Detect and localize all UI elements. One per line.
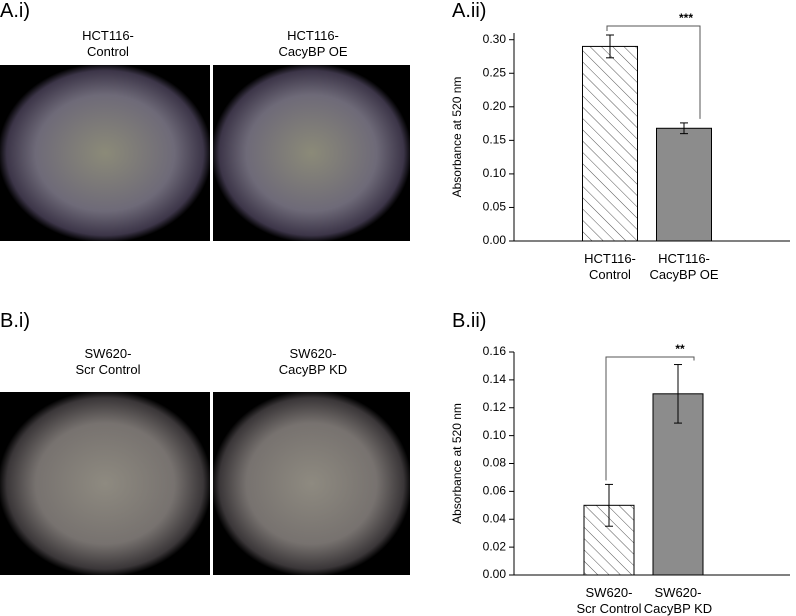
y-axis-label: Absorbance at 520 nm (450, 77, 464, 198)
micrograph (0, 65, 210, 241)
chart-title: A.ii) (452, 0, 487, 22)
significance-bracket (606, 25, 701, 119)
y-tick-label: 0.25 (483, 65, 507, 79)
y-tick-label: 0.15 (483, 133, 507, 147)
significance-label: *** (679, 11, 693, 25)
bar (652, 393, 704, 576)
panel-label: A.i) (0, 0, 30, 22)
x-tick-label: SW620- CacyBP KD (643, 585, 713, 616)
y-tick-label: 0.02 (483, 539, 507, 553)
y-tick-label: 0.30 (483, 32, 507, 46)
panel-label: B.i) (0, 310, 30, 332)
micrograph (0, 392, 210, 575)
image-caption: SW620- Scr Control (75, 346, 141, 377)
bar (656, 127, 712, 242)
y-tick-label: 0.00 (483, 567, 507, 581)
x-tick-label: HCT116- CacyBP OE (649, 251, 719, 282)
y-tick-label: 0.20 (483, 99, 507, 113)
bar (582, 45, 638, 242)
significance-label: ** (675, 342, 685, 356)
micrograph (213, 392, 410, 575)
y-tick-label: 0.08 (483, 456, 507, 470)
y-tick-label: 0.14 (483, 372, 507, 386)
y-tick-label: 0.00 (483, 233, 507, 247)
y-tick-label: 0.06 (483, 484, 507, 498)
micrograph (213, 65, 410, 241)
image-caption: SW620- CacyBP KD (278, 346, 348, 377)
y-tick-label: 0.04 (483, 511, 507, 525)
image-caption: HCT116- Control (82, 28, 134, 59)
significance-bracket (605, 356, 695, 481)
x-tick-label: SW620- Scr Control (576, 585, 642, 616)
chart-title: B.ii) (452, 310, 487, 332)
y-tick-label: 0.05 (483, 200, 507, 214)
image-caption: HCT116- CacyBP OE (278, 28, 348, 59)
y-tick-label: 0.16 (483, 344, 507, 358)
y-axis-label: Absorbance at 520 nm (450, 403, 464, 524)
y-tick-label: 0.10 (483, 428, 507, 442)
x-tick-label: HCT116- Control (584, 251, 636, 282)
y-tick-label: 0.10 (483, 166, 507, 180)
y-tick-label: 0.12 (483, 400, 507, 414)
